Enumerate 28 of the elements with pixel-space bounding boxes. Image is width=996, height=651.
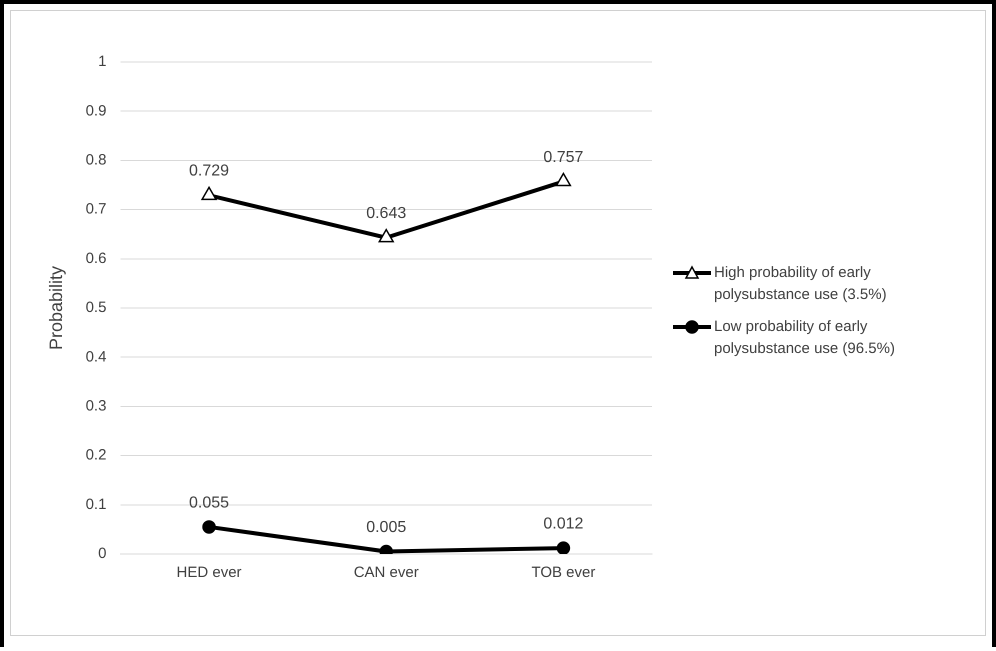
data-label: 0.055 bbox=[189, 494, 230, 512]
point bbox=[556, 541, 570, 554]
x-tick-label: HED ever bbox=[176, 564, 242, 582]
y-tick-label: 0.3 bbox=[86, 398, 106, 415]
y-tick-label: 0.7 bbox=[86, 200, 106, 218]
y-tick-label: 0.2 bbox=[86, 446, 106, 464]
y-tick-label: 1 bbox=[98, 53, 106, 70]
y-tick-label: 0.5 bbox=[86, 299, 106, 316]
x-tick-label: CAN ever bbox=[354, 564, 419, 582]
data-label: 0.005 bbox=[366, 518, 406, 536]
data-label: 0.757 bbox=[543, 148, 584, 166]
point bbox=[378, 228, 394, 242]
y-tick-label: 0.9 bbox=[86, 102, 106, 120]
data-label: 0.729 bbox=[189, 162, 230, 180]
y-tick-label: 0.1 bbox=[86, 496, 106, 513]
point bbox=[201, 186, 217, 200]
data-label: 0.012 bbox=[543, 516, 584, 532]
y-tick-label: 0 bbox=[98, 545, 106, 562]
y-axis-title: Probability bbox=[46, 266, 66, 350]
point bbox=[556, 172, 572, 186]
data-label: 0.643 bbox=[366, 205, 406, 222]
x-tick-label: TOB ever bbox=[531, 564, 596, 582]
y-tick-label: 0.6 bbox=[86, 250, 106, 267]
point bbox=[202, 520, 216, 534]
y-tick-label: 0.4 bbox=[86, 348, 106, 366]
legend-label: High probability of early polysubstance use (3.5%) bbox=[714, 263, 888, 305]
y-tick-label: 0.8 bbox=[86, 152, 106, 169]
legend-label: Low probability of early polysubstance use (96.5%) bbox=[714, 317, 896, 359]
